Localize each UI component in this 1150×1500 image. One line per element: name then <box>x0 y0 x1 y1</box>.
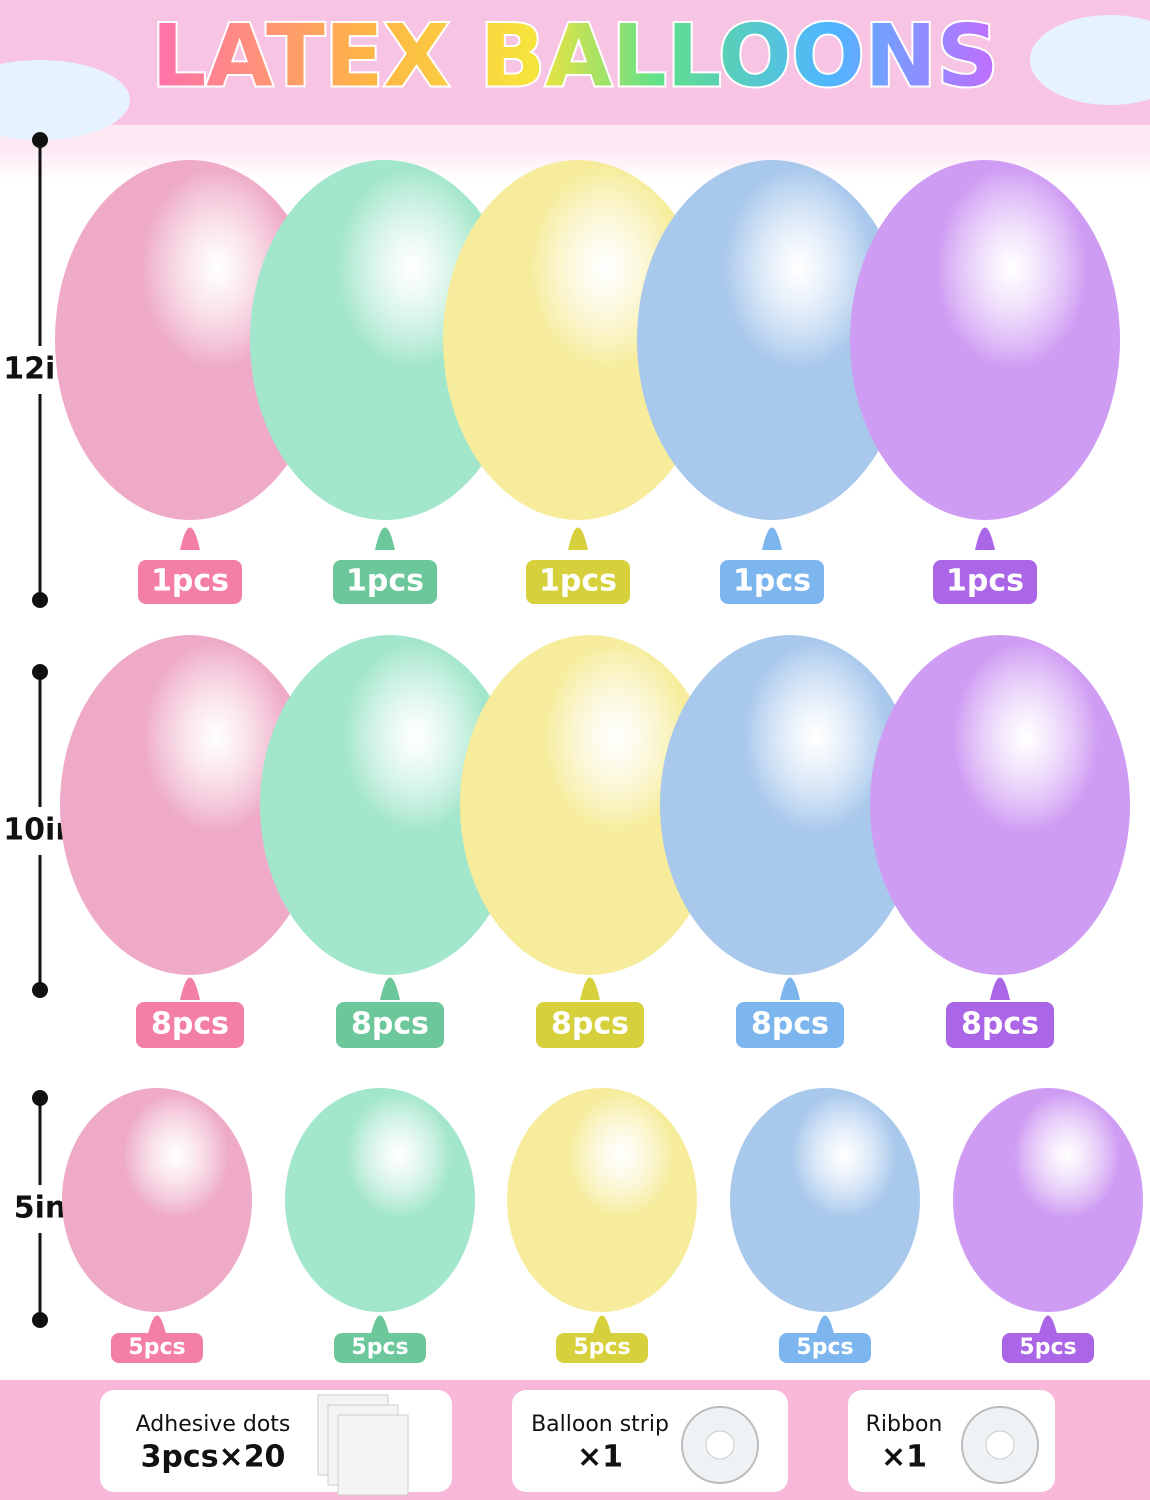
count-label: 8pcs <box>151 1007 229 1042</box>
balloon <box>55 160 325 520</box>
balloon-knot <box>568 527 588 550</box>
balloon <box>60 635 320 975</box>
size-dot <box>32 592 48 608</box>
balloon-knot <box>375 527 395 550</box>
count-pill <box>336 1002 444 1048</box>
accessory-name: Balloon strip <box>531 1412 669 1437</box>
count-label: 8pcs <box>751 1007 829 1042</box>
count-pill <box>526 560 630 604</box>
size-label: 5in <box>14 1191 67 1226</box>
count-pill <box>1002 1333 1094 1363</box>
balloon <box>953 1088 1143 1312</box>
balloon <box>260 635 520 975</box>
title: LATEX BALLOONS <box>151 6 998 106</box>
title-band <box>0 0 1150 125</box>
accessory-name: Adhesive dots <box>136 1412 291 1437</box>
balloon-knot <box>815 1315 835 1338</box>
balloon-knot <box>990 977 1010 1000</box>
count-pill <box>138 560 242 604</box>
balloon <box>460 635 720 975</box>
count-label: 5pcs <box>351 1335 408 1360</box>
count-label: 1pcs <box>346 564 424 599</box>
size-dot <box>32 132 48 148</box>
balloon-knot <box>762 527 782 550</box>
count-label: 1pcs <box>539 564 617 599</box>
count-pill <box>333 560 437 604</box>
count-label: 5pcs <box>1019 1335 1076 1360</box>
size-dot <box>32 982 48 998</box>
accessory-quantity: ×1 <box>881 1440 927 1475</box>
balloon <box>850 160 1120 520</box>
count-label: 8pcs <box>551 1007 629 1042</box>
count-pill <box>111 1333 203 1363</box>
count-label: 5pcs <box>128 1335 185 1360</box>
balloon <box>62 1088 252 1312</box>
count-pill <box>720 560 824 604</box>
sheet-icon <box>337 1414 409 1496</box>
count-pill <box>933 560 1037 604</box>
balloon-knot <box>370 1315 390 1338</box>
count-label: 5pcs <box>796 1335 853 1360</box>
count-pill <box>946 1002 1054 1048</box>
count-pill <box>556 1333 648 1363</box>
balloon <box>870 635 1130 975</box>
count-label: 1pcs <box>946 564 1024 599</box>
balloon <box>660 635 920 975</box>
cloud <box>1030 15 1150 105</box>
roll-hole <box>985 1430 1015 1460</box>
count-pill <box>136 1002 244 1048</box>
balloon <box>637 160 907 520</box>
balloon <box>507 1088 697 1312</box>
balloon-knot <box>1038 1315 1058 1338</box>
balloon-knot <box>180 527 200 550</box>
count-label: 5pcs <box>573 1335 630 1360</box>
count-label: 8pcs <box>961 1007 1039 1042</box>
size-dot <box>32 1312 48 1328</box>
balloon <box>730 1088 920 1312</box>
roll-hole <box>705 1430 735 1460</box>
count-pill <box>779 1333 871 1363</box>
count-pill <box>536 1002 644 1048</box>
size-dot <box>32 1090 48 1106</box>
balloon-knot <box>592 1315 612 1338</box>
balloon-knot <box>180 977 200 1000</box>
balloon <box>443 160 713 520</box>
accessory-name: Ribbon <box>866 1412 943 1437</box>
cloud <box>0 60 130 140</box>
size-dot <box>32 664 48 680</box>
balloon <box>285 1088 475 1312</box>
count-label: 1pcs <box>733 564 811 599</box>
balloon <box>250 160 520 520</box>
accessory-quantity: 3pcs×20 <box>141 1440 286 1475</box>
count-pill <box>334 1333 426 1363</box>
balloon-knot <box>780 977 800 1000</box>
count-pill <box>736 1002 844 1048</box>
count-label: 1pcs <box>151 564 229 599</box>
balloon-knot <box>380 977 400 1000</box>
balloon-knot <box>147 1315 167 1338</box>
balloon-knot <box>975 527 995 550</box>
balloon-knot <box>580 977 600 1000</box>
count-label: 8pcs <box>351 1007 429 1042</box>
accessory-quantity: ×1 <box>577 1440 623 1475</box>
